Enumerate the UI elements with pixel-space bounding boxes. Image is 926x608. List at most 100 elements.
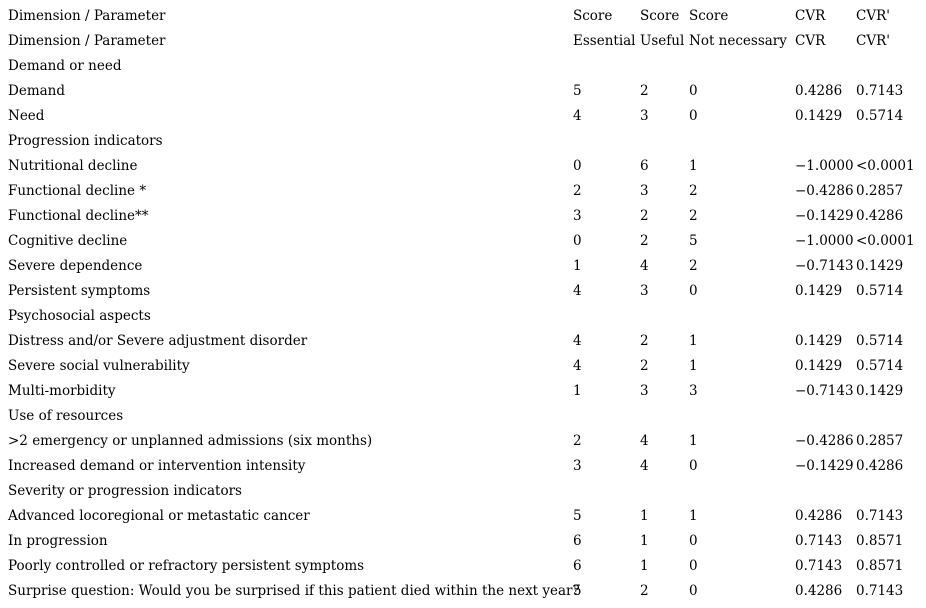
row-label: Cognitive decline [8, 233, 128, 249]
cvr-prime-cell: <0.0001 [856, 158, 915, 174]
table-row: Severe dependence 1 4 2 −0.7143 0.1429 [0, 254, 926, 279]
score-not-necessary-cell: 0 [689, 533, 698, 549]
score-essential-cell [573, 129, 640, 154]
table-row: Need 4 3 0 0.1429 0.5714 [0, 104, 926, 129]
score-essential-cell: 1 [573, 258, 582, 274]
header-row-1: Dimension / Parameter Score Score Score … [0, 4, 926, 29]
cvr-cell: 0.4286 [795, 583, 843, 599]
score-useful-cell [640, 404, 689, 429]
cvr-prime-cell: 0.1429 [856, 258, 904, 274]
cvr-prime-cell: 0.2857 [856, 433, 904, 449]
header-dimension-parameter: Dimension / Parameter [8, 8, 166, 24]
row-label: Advanced locoregional or metastatic canc… [8, 508, 310, 524]
score-essential-cell: 6 [573, 558, 582, 574]
table-row: Increased demand or intervention intensi… [0, 454, 926, 479]
cvr-cell [795, 129, 856, 154]
cvr-cell: 0.1429 [795, 108, 843, 124]
table-row: Functional decline** 3 2 2 −0.1429 0.428… [0, 204, 926, 229]
score-essential-cell: 4 [573, 108, 582, 124]
header-score-essential-top: Score [573, 8, 613, 24]
score-essential-cell: 3 [573, 458, 582, 474]
header-dimension-parameter-sub: Dimension / Parameter [8, 33, 166, 49]
cvr-cell: −0.4286 [795, 183, 854, 199]
score-essential-cell [573, 304, 640, 329]
score-essential-cell: 5 [573, 83, 582, 99]
score-not-necessary-cell: 0 [689, 83, 698, 99]
table-row: Poorly controlled or refractory persiste… [0, 554, 926, 579]
row-label: Functional decline * [8, 183, 147, 199]
cvr-prime-cell [856, 129, 926, 154]
row-label: In progression [8, 533, 108, 549]
score-not-necessary-cell [689, 54, 795, 79]
cvr-prime-cell: 0.7143 [856, 583, 904, 599]
score-essential-cell: 4 [573, 358, 582, 374]
row-label: Need [8, 108, 45, 124]
cvr-cell [795, 404, 856, 429]
cvr-cell: −0.7143 [795, 258, 854, 274]
cvr-cell: 0.4286 [795, 508, 843, 524]
cvr-prime-cell: 0.2857 [856, 183, 904, 199]
score-not-necessary-cell: 1 [689, 433, 698, 449]
score-useful-cell: 2 [640, 583, 649, 599]
score-useful-cell: 2 [640, 233, 649, 249]
score-not-necessary-cell: 1 [689, 508, 698, 524]
table-row: Demand 5 2 0 0.4286 0.7143 [0, 79, 926, 104]
score-useful-cell [640, 54, 689, 79]
score-not-necessary-cell [689, 129, 795, 154]
row-label: >2 emergency or unplanned admissions (si… [8, 433, 373, 449]
cvr-prime-cell: 0.8571 [856, 558, 904, 574]
score-not-necessary-cell [689, 304, 795, 329]
row-label: Distress and/or Severe adjustment disord… [8, 333, 308, 349]
cvr-cell [795, 54, 856, 79]
score-useful-cell: 2 [640, 208, 649, 224]
score-not-necessary-cell: 0 [689, 283, 698, 299]
cvr-cell: −0.1429 [795, 208, 854, 224]
table-row: Multi-morbidity 1 3 3 −0.7143 0.1429 [0, 379, 926, 404]
score-useful-cell: 4 [640, 258, 649, 274]
cvr-cell: 0.1429 [795, 333, 843, 349]
cvr-prime-cell: 0.7143 [856, 508, 904, 524]
score-useful-cell: 2 [640, 358, 649, 374]
score-essential-cell: 1 [573, 383, 582, 399]
score-not-necessary-cell: 2 [689, 208, 698, 224]
table-header: Dimension / Parameter Score Score Score … [0, 4, 926, 54]
table-row: Psychosocial aspects [0, 304, 926, 329]
score-essential-cell: 4 [573, 283, 582, 299]
score-useful-cell: 4 [640, 433, 649, 449]
row-label: Use of resources [8, 408, 124, 424]
score-not-necessary-cell: 2 [689, 183, 698, 199]
table-row: Cognitive decline 0 2 5 −1.0000 <0.0001 [0, 229, 926, 254]
score-not-necessary-cell: 0 [689, 583, 698, 599]
score-essential-cell: 6 [573, 533, 582, 549]
score-essential-cell: 5 [573, 508, 582, 524]
score-not-necessary-cell: 0 [689, 108, 698, 124]
cvr-cell: −1.0000 [795, 158, 854, 174]
row-label: Demand or need [8, 58, 122, 74]
score-not-necessary-cell [689, 404, 795, 429]
row-label: Severity or progression indicators [8, 483, 242, 499]
score-essential-cell: 2 [573, 433, 582, 449]
cvr-prime-cell [856, 304, 926, 329]
header-row-2: Dimension / Parameter Essential Useful N… [0, 29, 926, 54]
header-cvr: CVR [795, 33, 826, 49]
score-useful-cell [640, 304, 689, 329]
cvr-prime-cell [856, 54, 926, 79]
table-row: Persistent symptoms 4 3 0 0.1429 0.5714 [0, 279, 926, 304]
score-essential-cell [573, 404, 640, 429]
score-useful-cell: 1 [640, 558, 649, 574]
row-label: Increased demand or intervention intensi… [8, 458, 306, 474]
row-label: Multi-morbidity [8, 383, 116, 399]
score-essential-cell [573, 479, 640, 504]
score-essential-cell: 4 [573, 333, 582, 349]
score-useful-cell: 3 [640, 183, 649, 199]
cvr-cell: 0.4286 [795, 83, 843, 99]
table-row: Functional decline * 2 3 2 −0.4286 0.285… [0, 179, 926, 204]
row-label: Nutritional decline [8, 158, 138, 174]
score-useful-cell: 2 [640, 333, 649, 349]
score-essential-cell: 2 [573, 183, 582, 199]
score-useful-cell: 3 [640, 283, 649, 299]
score-essential-cell [573, 54, 640, 79]
row-label: Functional decline** [8, 208, 149, 224]
score-not-necessary-cell: 2 [689, 258, 698, 274]
